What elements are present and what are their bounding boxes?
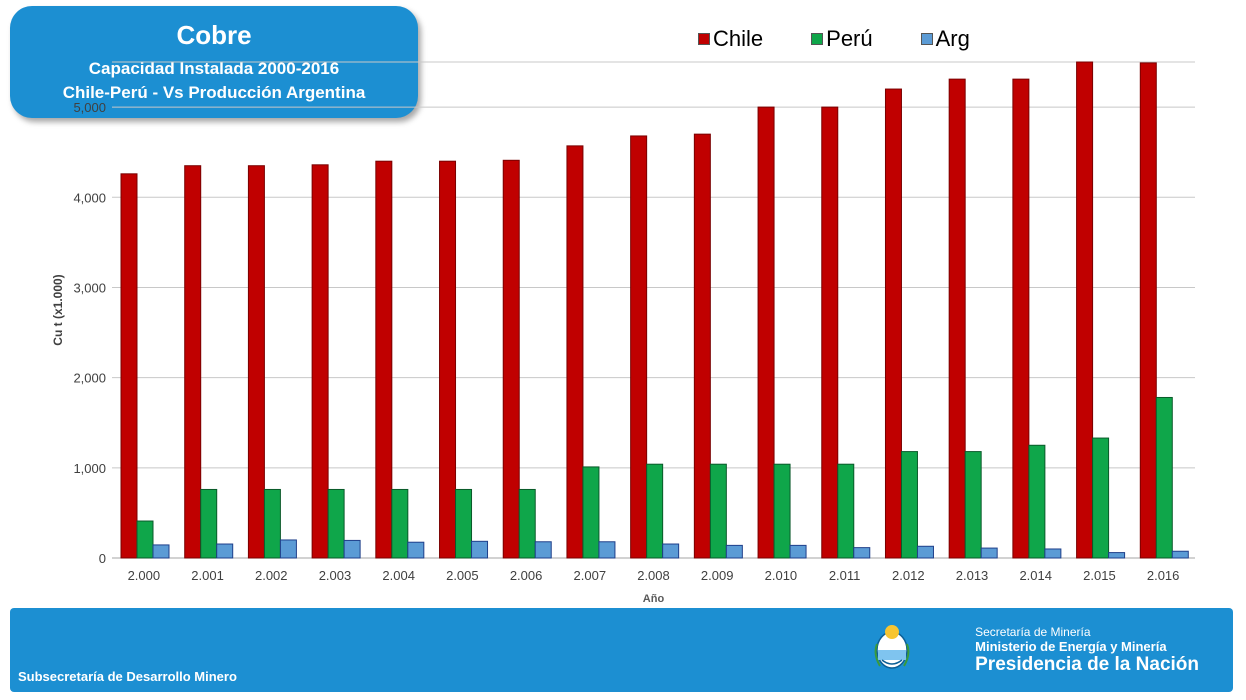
chart-legend: Chile Perú Arg — [698, 26, 1018, 52]
x-tick-label: 2.016 — [1147, 568, 1180, 583]
bar-chile — [247, 165, 265, 559]
x-tick-label: 2.014 — [1019, 568, 1052, 583]
legend-swatch-peru — [811, 33, 824, 45]
legend-item-arg: Arg — [920, 26, 970, 52]
x-tick-label: 2.011 — [829, 568, 861, 583]
bar-chile — [375, 160, 393, 559]
bar-arg — [662, 543, 680, 559]
bar-chile — [757, 106, 775, 559]
footer-presidencia: Presidencia de la Nación — [975, 654, 1199, 675]
bar-chart: 0 1,000 2,000 3,000 4,000 5,000 2.000 2.001 2.00… — [51, 61, 1195, 605]
bar-arg — [471, 540, 489, 559]
bar-arg — [789, 544, 807, 559]
bar-peru — [1155, 396, 1173, 559]
bar-peru — [900, 451, 918, 559]
bar-chile — [1076, 61, 1094, 559]
bar-peru — [455, 488, 473, 559]
bar-arg — [916, 545, 934, 559]
bar-peru — [391, 488, 409, 559]
legend-swatch-chile — [698, 33, 710, 45]
bar-chile — [948, 78, 966, 559]
legend-item-chile: Chile — [698, 26, 763, 52]
bar-peru — [582, 466, 600, 559]
bar-chile — [884, 88, 902, 559]
bar-chile — [184, 165, 202, 559]
x-tick-label: 2.012 — [892, 568, 925, 583]
subtitle-line-2: Chile-Perú - Vs Producción Argentina — [62, 83, 366, 102]
bar-arg — [853, 547, 871, 559]
bar-arg — [343, 539, 361, 559]
legend-item-peru: Perú — [811, 26, 873, 52]
bar-arg — [1044, 548, 1062, 559]
bar-chile — [821, 106, 839, 559]
bar-chile — [693, 133, 711, 559]
footer-bar: Subsecretaría de Desarrollo Minero Secre… — [10, 608, 1233, 692]
bar-peru — [964, 451, 982, 559]
bar-peru — [263, 488, 281, 559]
x-tick-label: 2.008 — [637, 568, 670, 583]
x-tick-label: 2.013 — [956, 568, 989, 583]
bar-arg — [1108, 552, 1126, 559]
bar-chile — [502, 159, 520, 559]
bar-chile — [311, 164, 329, 559]
bar-arg — [152, 544, 170, 559]
x-tick-label: 2.010 — [765, 568, 798, 583]
bar-peru — [200, 488, 218, 559]
footer-secretaria: Secretaría de Minería — [975, 625, 1091, 639]
footer-institution: Secretaría de Minería Ministerio de Ener… — [975, 626, 1199, 676]
y-axis-title: Cu t (x1.000) — [51, 274, 65, 345]
y-tick-label: 3,000 — [73, 280, 106, 295]
bar-peru — [136, 520, 154, 559]
x-tick-label: 2.005 — [446, 568, 479, 583]
legend-label-arg: Arg — [935, 26, 970, 51]
x-axis-title: Año — [643, 593, 665, 605]
bar-peru — [646, 463, 664, 559]
bar-peru — [518, 488, 536, 559]
x-tick-label: 2.006 — [510, 568, 543, 583]
bar-peru — [773, 463, 791, 559]
bar-arg — [216, 543, 234, 559]
subtitle-line-1: Capacidad Instalada 2000-2016 — [88, 59, 340, 78]
bar-peru — [1092, 437, 1110, 559]
y-tick-label: 0 — [99, 551, 106, 566]
legend-label-peru: Perú — [826, 26, 873, 51]
y-tick-label: 4,000 — [73, 190, 106, 205]
bar-arg — [279, 539, 297, 559]
bar-chile — [1139, 62, 1157, 559]
y-tick-label: 2,000 — [73, 371, 106, 386]
x-tick-label: 2.004 — [382, 568, 415, 583]
bar-arg — [1171, 550, 1189, 559]
y-tick-label: 5,000 — [73, 100, 106, 115]
bar-peru — [1028, 444, 1046, 559]
x-tick-label: 2.007 — [574, 568, 607, 583]
legend-swatch-arg — [920, 33, 933, 45]
bar-chile — [566, 145, 584, 559]
x-tick-label: 2.003 — [319, 568, 352, 583]
footer-ministerio: Ministerio de Energía y Minería — [975, 639, 1167, 654]
chart-title: Cobre — [176, 20, 252, 50]
bar-arg — [598, 541, 616, 559]
legend-label-chile: Chile — [713, 26, 764, 51]
bar-peru — [837, 463, 855, 559]
bar-chile — [1012, 78, 1030, 559]
bar-chile — [439, 160, 457, 559]
chart-subtitle: Capacidad Instalada 2000-2016 Chile-Perú… — [10, 57, 418, 105]
y-tick-label: 1,000 — [73, 461, 106, 476]
x-tick-label: 2.009 — [701, 568, 734, 583]
coat-of-arms-icon — [874, 625, 910, 669]
bar-chile — [630, 135, 648, 559]
footer-department: Subsecretaría de Desarrollo Minero — [18, 669, 237, 684]
x-tick-label: 2.015 — [1083, 568, 1116, 583]
bar-arg — [725, 544, 743, 559]
bar-peru — [709, 463, 727, 559]
bar-arg — [980, 547, 998, 559]
x-tick-label: 2.001 — [191, 568, 224, 583]
x-tick-label: 2.002 — [255, 568, 288, 583]
bar-peru — [327, 488, 345, 559]
bar-arg — [534, 541, 552, 559]
bar-chile — [120, 173, 138, 559]
bar-arg — [407, 541, 425, 559]
x-tick-label: 2.000 — [128, 568, 161, 583]
